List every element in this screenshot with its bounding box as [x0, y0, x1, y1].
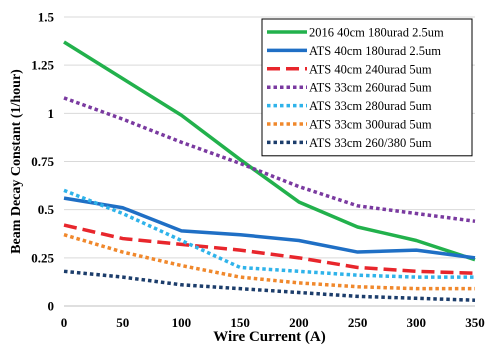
x-tick-label: 150 [230, 315, 250, 330]
y-tick-label: 0 [48, 299, 55, 314]
y-tick-label: 0.25 [31, 250, 54, 265]
x-tick-label: 350 [465, 315, 485, 330]
series-line-1 [63, 40, 476, 262]
series-line-5 [63, 188, 475, 279]
y-tick-labels: 0 0.25 0.5 0.75 1 1.25 1.5 [31, 10, 54, 314]
y-axis-title: Beam Decay Constant (1/hour) [9, 69, 24, 254]
x-tick-label: 100 [172, 315, 192, 330]
x-tick-label: 200 [289, 315, 309, 330]
y-tick-label: 1.5 [38, 10, 55, 25]
x-tick-label: 0 [61, 315, 68, 330]
legend-label: ATS 33cm 260urad 5um [309, 81, 432, 95]
legend: 2016 40cm 180urad 2.5um ATS 40cm 180urad … [261, 18, 473, 157]
x-tick-label: 300 [407, 315, 427, 330]
series-line-4 [63, 96, 476, 223]
y-tick-label: 1 [48, 106, 55, 121]
series-line-2 [63, 196, 476, 260]
legend-label: ATS 40cm 180urad 2.5um [309, 44, 441, 58]
legend-box [261, 18, 473, 157]
x-axis-title: Wire Current (A) [213, 329, 325, 345]
x-tick-label: 50 [116, 315, 129, 330]
series-line-3 [63, 223, 476, 275]
series-line-6 [63, 233, 475, 291]
legend-label: 2016 40cm 180urad 2.5um [309, 26, 444, 40]
x-tick-label: 250 [348, 315, 368, 330]
legend-label: ATS 33cm 300urad 5um [309, 118, 432, 132]
legend-label: ATS 40cm 240urad 5um [309, 62, 432, 76]
y-tick-label: 0.5 [38, 202, 55, 217]
series-lines [63, 40, 476, 302]
y-tick-label: 0.75 [31, 154, 54, 169]
x-tick-labels: 0 50 100 150 200 250 300 350 [61, 315, 485, 330]
legend-label: ATS 33cm 280urad 5um [309, 99, 432, 113]
y-tick-label: 1.25 [31, 58, 54, 73]
legend-label: ATS 33cm 260/380 5um [309, 136, 432, 150]
